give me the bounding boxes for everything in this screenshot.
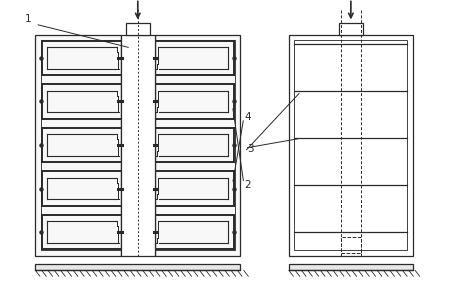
Bar [289,264,413,270]
Bar [341,237,361,253]
Bar [126,23,149,35]
Bar [36,264,240,270]
Bar [36,35,121,255]
Bar [155,35,240,255]
Text: 1: 1 [25,14,32,24]
Text: 2: 2 [245,180,251,190]
Bar [121,35,155,255]
Bar [155,40,235,250]
Bar [41,40,121,250]
Bar [289,35,413,255]
Text: 4: 4 [245,112,251,122]
Bar [294,40,408,250]
Bar [339,23,363,35]
Text: 3: 3 [247,144,254,154]
